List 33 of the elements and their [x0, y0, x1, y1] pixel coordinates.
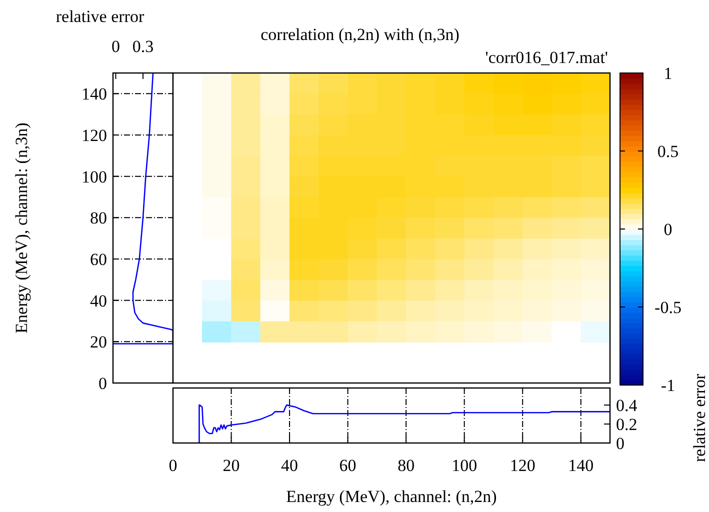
x-tick-label: 40 — [281, 456, 298, 475]
x-tick-label: 140 — [568, 456, 594, 475]
x-axis-title: relative error — [56, 7, 144, 26]
y-tick-label: 120 — [82, 126, 107, 145]
y-tick-label: 60 — [90, 250, 107, 269]
x-axis-title: Energy (MeV), channel: (n,2n) — [286, 487, 497, 506]
y-axis-title: Energy (MeV), channel: (n,3n) — [12, 122, 31, 334]
y-tick-label: 20 — [90, 332, 107, 352]
color-bar-label: -0.5 — [654, 298, 682, 317]
x-tick-label: 100 — [452, 456, 478, 475]
y2-tick-label: 0.4 — [616, 396, 638, 416]
y-tick-label: 100 — [82, 167, 107, 186]
color-bar-label: -1 — [660, 376, 676, 395]
x-tick-label: 120 — [510, 456, 536, 475]
y2-axis-title: relative error — [690, 374, 709, 462]
line-series — [112, 72, 174, 344]
y2-tick-label: 0.2 — [616, 414, 638, 434]
x-tick-label: 0.3 — [132, 37, 154, 56]
color-bar-label: 0 — [664, 220, 672, 239]
x-tick-label: 20 — [222, 456, 240, 475]
x-tick-label: 0 — [168, 456, 178, 475]
x-tick-label: 60 — [339, 456, 356, 475]
y-tick-label: 40 — [90, 291, 107, 310]
y-tick-label: 80 — [90, 208, 107, 228]
y-tick-label: 0 — [98, 374, 107, 393]
color-bar-label: 0.5 — [657, 142, 679, 161]
chart-title: correlation (n,2n) with (n,3n) — [260, 25, 460, 44]
chart-subtitle: 'corr016_017.mat' — [485, 48, 608, 67]
x-tick-label: 80 — [398, 456, 415, 475]
y-tick-label: 140 — [82, 84, 107, 104]
y2-tick-label: 0 — [616, 434, 624, 453]
line-series — [198, 404, 611, 444]
color-bar-label: 1 — [664, 64, 672, 83]
